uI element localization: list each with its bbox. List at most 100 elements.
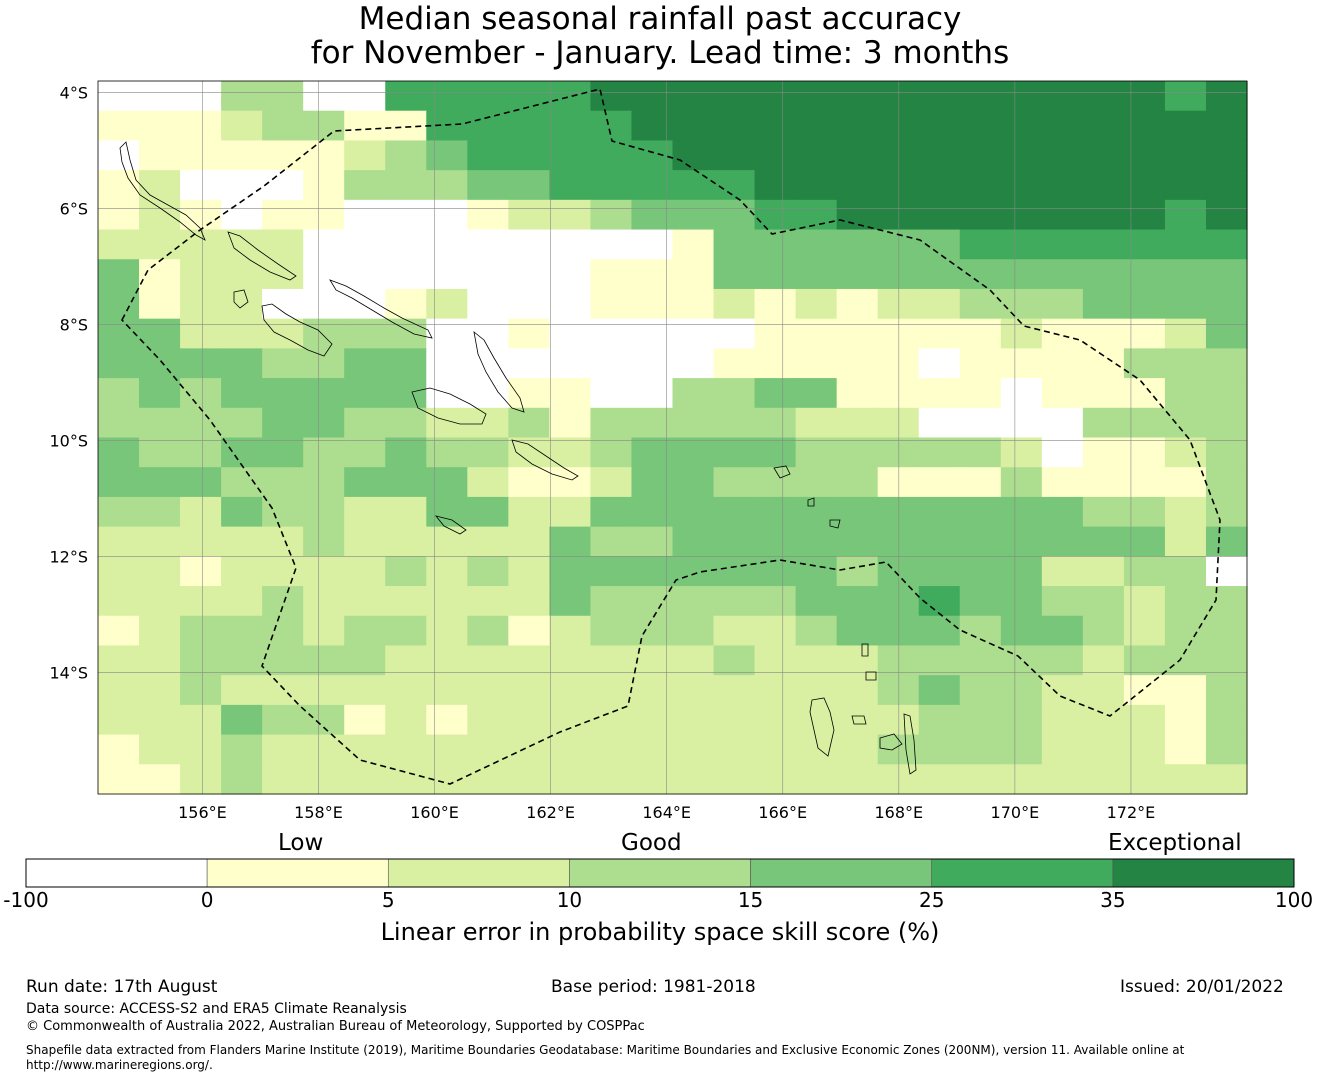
grid-cell bbox=[754, 140, 797, 171]
grid-cell bbox=[385, 378, 427, 409]
grid-cell bbox=[180, 199, 222, 231]
grid-cell bbox=[836, 437, 879, 468]
grid-cell bbox=[180, 110, 222, 142]
grid-cell bbox=[303, 764, 345, 795]
grid-cell bbox=[713, 407, 756, 439]
longitude-label: 166°E bbox=[758, 803, 807, 822]
grid-cell bbox=[344, 259, 386, 290]
grid-cell bbox=[713, 437, 756, 468]
grid-cell bbox=[754, 407, 797, 439]
grid-cell bbox=[180, 170, 222, 201]
grid-cell bbox=[221, 378, 263, 409]
grid-cell bbox=[713, 140, 756, 171]
grid-cell bbox=[1000, 288, 1043, 320]
latitude-label: 12°S bbox=[49, 547, 88, 566]
grid-cell bbox=[795, 81, 838, 112]
grid-cell bbox=[1082, 645, 1125, 676]
grid-cell bbox=[1205, 526, 1248, 557]
grid-cell bbox=[221, 437, 263, 468]
grid-cell bbox=[918, 140, 961, 171]
grid-cell bbox=[959, 81, 1002, 112]
issued-date: Issued: 20/01/2022 bbox=[1120, 977, 1284, 997]
map-gridlines bbox=[98, 81, 1247, 794]
grid-cell bbox=[1123, 378, 1166, 409]
grid-cell bbox=[508, 348, 550, 379]
grid-cell bbox=[959, 348, 1002, 379]
grid-cell bbox=[1082, 615, 1125, 647]
grid-cell bbox=[426, 467, 468, 498]
grid-cell bbox=[139, 110, 181, 142]
grid-cell bbox=[139, 378, 181, 409]
grid-cell bbox=[98, 437, 140, 468]
grid-cell bbox=[1123, 318, 1166, 349]
grid-cell bbox=[754, 110, 797, 142]
grid-cell bbox=[98, 348, 140, 379]
grid-cell bbox=[1205, 764, 1248, 795]
grid-cell bbox=[795, 764, 838, 795]
grid-cell bbox=[344, 407, 386, 439]
grid-cell bbox=[918, 764, 961, 795]
grid-cell bbox=[221, 496, 263, 528]
grid-cell bbox=[221, 675, 263, 706]
grid-cell bbox=[590, 229, 633, 260]
longitude-label: 164°E bbox=[642, 803, 691, 822]
grid-cell bbox=[303, 556, 345, 587]
grid-cell bbox=[631, 259, 674, 290]
grid-cell bbox=[836, 645, 879, 676]
grid-cell bbox=[467, 437, 509, 468]
grid-cell bbox=[1164, 556, 1207, 587]
grid-cell bbox=[672, 704, 715, 736]
grid-cell bbox=[836, 348, 879, 379]
grid-cell bbox=[877, 170, 920, 201]
grid-cell bbox=[385, 259, 427, 290]
grid-cell bbox=[836, 586, 879, 617]
grid-cell bbox=[508, 556, 550, 587]
base-period: Base period: 1981-2018 bbox=[551, 977, 756, 997]
grid-cell bbox=[1041, 467, 1084, 498]
grid-cell bbox=[1000, 407, 1043, 439]
grid-cell bbox=[1205, 288, 1248, 320]
grid-cell bbox=[180, 496, 222, 528]
grid-cell bbox=[303, 407, 345, 439]
grid-cell bbox=[1000, 318, 1043, 349]
colorbar-tick-label: 100 bbox=[1274, 888, 1314, 912]
grid-cell bbox=[508, 526, 550, 557]
grid-cell bbox=[1164, 764, 1207, 795]
grid-cell bbox=[795, 407, 838, 439]
grid-cell bbox=[631, 734, 674, 765]
grid-cell bbox=[1123, 704, 1166, 736]
grid-cell bbox=[1123, 437, 1166, 468]
grid-cell bbox=[959, 556, 1002, 587]
grid-cell bbox=[754, 259, 797, 290]
grid-cell bbox=[344, 348, 386, 379]
grid-cell bbox=[1205, 81, 1248, 112]
grid-cell bbox=[1082, 437, 1125, 468]
grid-cell bbox=[754, 318, 797, 349]
grid-cell bbox=[836, 407, 879, 439]
grid-cell bbox=[1000, 348, 1043, 379]
colorbar-tick-label: 25 bbox=[918, 888, 945, 912]
grid-cell bbox=[795, 704, 838, 736]
grid-cell bbox=[344, 81, 386, 112]
grid-cell bbox=[1205, 615, 1248, 647]
latitude-label: 4°S bbox=[60, 84, 88, 103]
grid-cell bbox=[918, 437, 961, 468]
grid-cell bbox=[508, 170, 550, 201]
grid-cell bbox=[631, 586, 674, 617]
grid-cell bbox=[918, 288, 961, 320]
grid-cell bbox=[631, 615, 674, 647]
grid-cell bbox=[1041, 288, 1084, 320]
grid-cell bbox=[1164, 496, 1207, 528]
colorbar-segment bbox=[569, 858, 751, 888]
grid-cell bbox=[795, 140, 838, 171]
grid-cell bbox=[98, 229, 140, 260]
grid-cell bbox=[631, 556, 674, 587]
grid-cell bbox=[385, 615, 427, 647]
grid-cell bbox=[508, 734, 550, 765]
grid-cell bbox=[672, 467, 715, 498]
grid-cell bbox=[508, 704, 550, 736]
grid-cell bbox=[754, 467, 797, 498]
grid-cell bbox=[385, 556, 427, 587]
grid-cell bbox=[1123, 348, 1166, 379]
grid-cell bbox=[303, 496, 345, 528]
